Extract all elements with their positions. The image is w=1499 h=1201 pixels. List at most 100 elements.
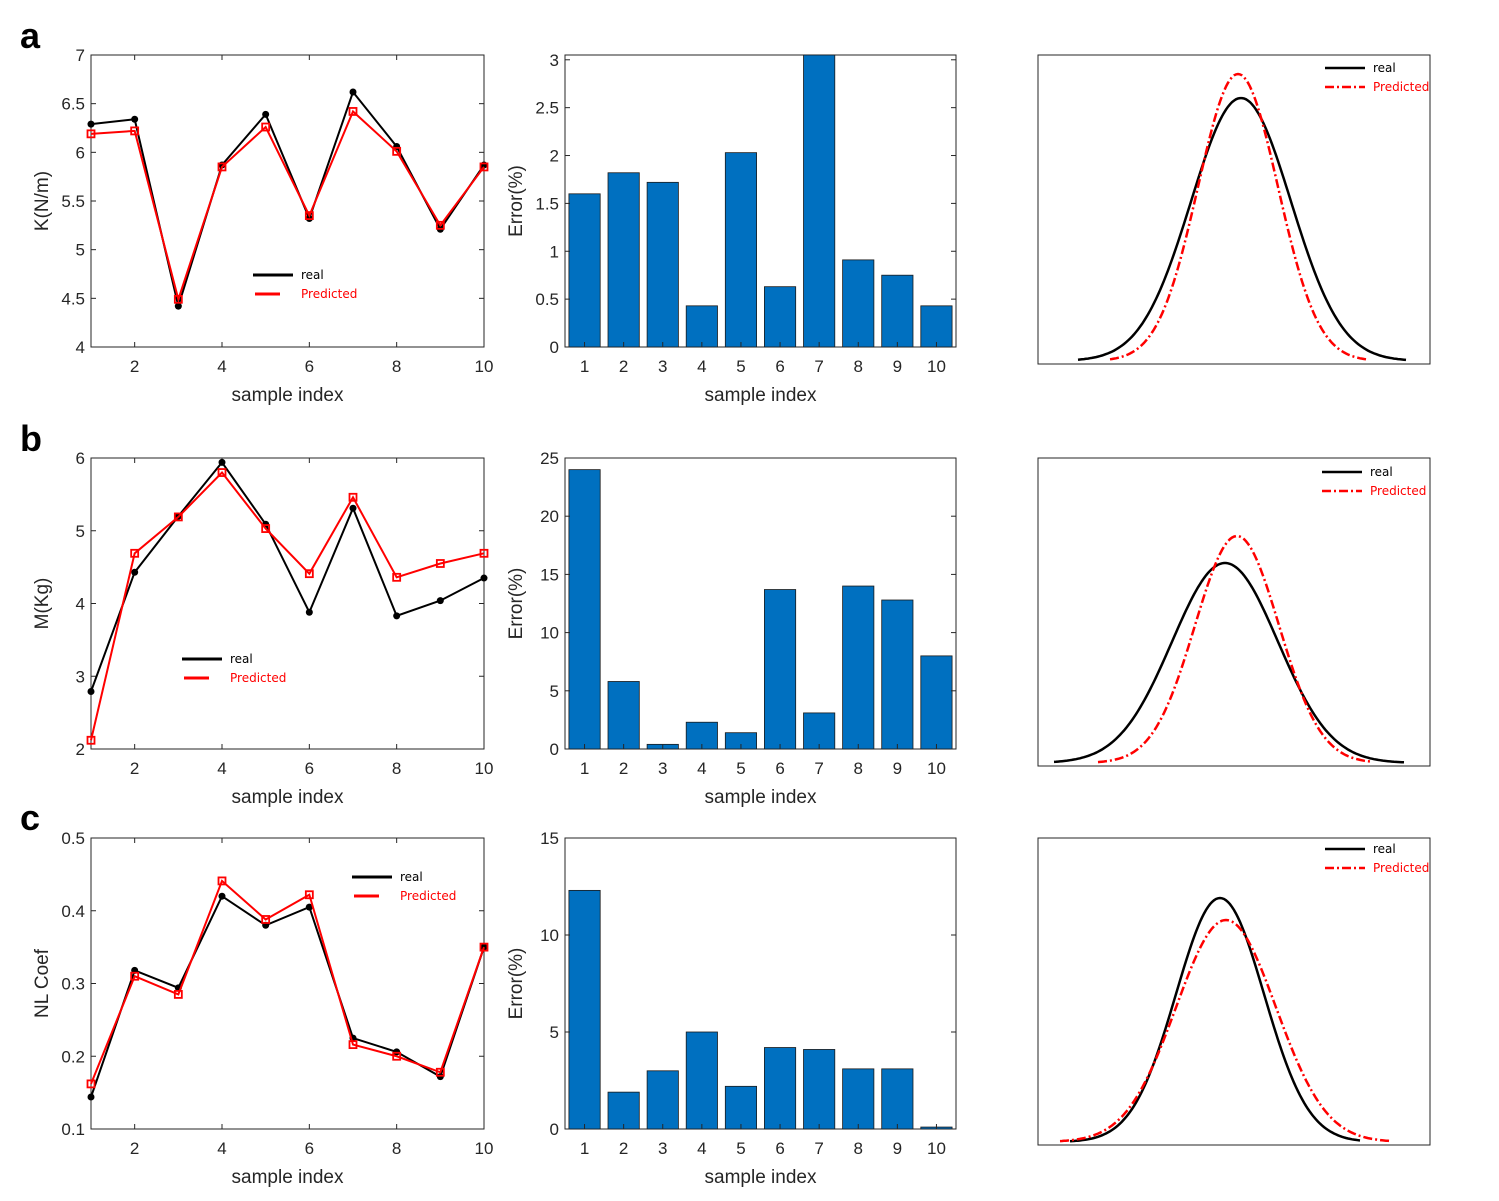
- distribution-chart-c: real Predicted: [1037, 837, 1431, 1146]
- y-tick-label: 4.5: [61, 289, 85, 308]
- series-line-predicted: [90, 879, 485, 1085]
- data-point-real: [131, 568, 139, 576]
- data-point-predicted: [173, 990, 183, 999]
- data-point-predicted: [86, 129, 96, 139]
- bar: [568, 469, 601, 750]
- x-tick-label: 6: [775, 1139, 784, 1158]
- legend-label-real: real: [1373, 842, 1396, 856]
- x-axis-label: sample index: [705, 787, 817, 808]
- y-tick-label: 10: [540, 624, 559, 643]
- x-tick-label: 8: [854, 1139, 863, 1158]
- y-tick-label: 5: [76, 241, 85, 260]
- y-tick-label: 6: [76, 449, 85, 468]
- data-point-real: [131, 115, 139, 123]
- y-tick-label: 0: [550, 740, 559, 759]
- distribution-curve-real: [1077, 96, 1407, 362]
- data-point-real: [480, 574, 488, 582]
- x-tick-label: 2: [130, 1139, 139, 1158]
- y-tick-label: 0.1: [61, 1120, 85, 1139]
- y-tick-label: 2: [76, 740, 85, 759]
- x-tick-label: 5: [736, 357, 745, 376]
- data-point-predicted: [392, 146, 402, 156]
- data-point-predicted: [392, 572, 402, 582]
- data-point-predicted: [348, 1040, 358, 1050]
- x-axis-label: sample index: [232, 1167, 344, 1188]
- x-tick-label: 4: [697, 759, 706, 778]
- axes-box: [1037, 837, 1431, 1146]
- y-tick-label: 15: [540, 829, 559, 848]
- x-tick-label: 7: [814, 759, 823, 778]
- data-point-real: [262, 110, 270, 118]
- legend-label-predicted: Predicted: [1373, 80, 1429, 94]
- x-tick-label: 7: [814, 1139, 823, 1158]
- data-point-real: [174, 302, 182, 310]
- data-point-predicted: [479, 548, 489, 558]
- legend-label-real: real: [1370, 465, 1393, 479]
- data-point-predicted: [86, 1079, 96, 1089]
- bar: [803, 712, 836, 750]
- x-tick-label: 6: [775, 759, 784, 778]
- x-tick-label: 4: [697, 357, 706, 376]
- data-point-predicted: [173, 512, 183, 522]
- distribution-chart-a: real Predicted: [1037, 54, 1431, 365]
- y-tick-label: 15: [540, 565, 559, 584]
- x-tick-label: 7: [814, 357, 823, 376]
- y-tick-label: 5: [550, 1023, 559, 1042]
- axes-box: [90, 457, 485, 750]
- data-point-predicted: [479, 942, 489, 952]
- y-tick-label: 0: [550, 338, 559, 357]
- data-point-predicted: [304, 890, 314, 900]
- x-tick-label: 1: [580, 759, 589, 778]
- bar: [881, 274, 914, 348]
- bar: [724, 152, 757, 348]
- bar: [724, 1085, 757, 1130]
- x-axis-label: sample index: [705, 385, 817, 406]
- x-tick-label: 9: [893, 1139, 902, 1158]
- data-point-real: [218, 892, 226, 900]
- x-tick-label: 2: [619, 1139, 628, 1158]
- x-tick-label: 6: [305, 759, 314, 778]
- data-point-predicted: [479, 162, 489, 172]
- x-tick-label: 3: [658, 357, 667, 376]
- bar: [764, 589, 797, 750]
- y-tick-label: 5: [550, 682, 559, 701]
- x-axis-label: sample index: [232, 385, 344, 406]
- distribution-curve-real: [1069, 896, 1361, 1143]
- y-tick-label: 0: [550, 1120, 559, 1139]
- y-tick-label: 0.5: [61, 829, 85, 848]
- x-tick-label: 10: [475, 357, 494, 376]
- y-tick-label: 0.3: [61, 975, 85, 994]
- data-point-predicted: [130, 126, 140, 136]
- data-point-predicted: [261, 915, 271, 924]
- data-point-predicted: [348, 492, 358, 502]
- x-tick-label: 9: [893, 759, 902, 778]
- panel-label: c: [20, 797, 40, 838]
- data-point-real: [393, 612, 401, 620]
- x-tick-label: 2: [130, 759, 139, 778]
- axes-box: [1037, 54, 1431, 365]
- y-tick-label: 0.4: [61, 902, 85, 921]
- y-tick-label: 1: [550, 242, 559, 261]
- data-point-real: [305, 903, 313, 911]
- x-tick-label: 5: [736, 1139, 745, 1158]
- bar: [881, 599, 914, 750]
- x-tick-label: 3: [658, 1139, 667, 1158]
- data-point-real: [436, 597, 444, 605]
- bar: [607, 1091, 640, 1130]
- data-point-predicted: [304, 569, 314, 579]
- bar: [607, 172, 640, 348]
- data-point-predicted: [217, 162, 227, 172]
- y-axis-label: Error(%): [506, 568, 527, 640]
- x-tick-label: 9: [893, 357, 902, 376]
- x-tick-label: 10: [927, 759, 946, 778]
- data-point-real: [349, 88, 357, 96]
- bar: [803, 54, 836, 348]
- data-point-real: [305, 608, 313, 616]
- data-point-predicted: [217, 876, 227, 886]
- y-tick-label: 1.5: [535, 194, 559, 213]
- x-tick-label: 8: [854, 357, 863, 376]
- legend-label-predicted: Predicted: [1373, 861, 1429, 875]
- data-point-predicted: [392, 1051, 402, 1061]
- data-point-real: [87, 1093, 95, 1101]
